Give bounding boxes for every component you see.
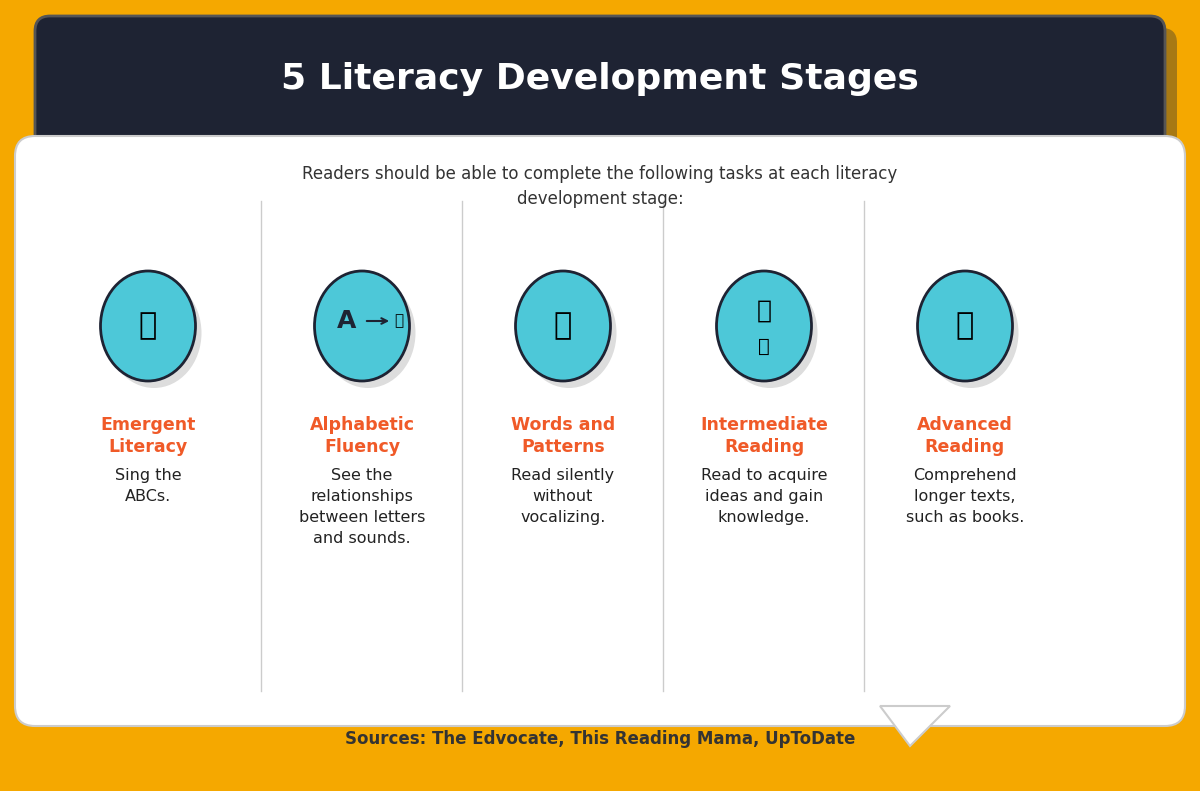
Ellipse shape xyxy=(522,278,617,388)
Text: A: A xyxy=(337,309,356,333)
Ellipse shape xyxy=(101,271,196,381)
Text: Words and
Patterns: Words and Patterns xyxy=(511,416,616,456)
Ellipse shape xyxy=(716,271,811,381)
Text: 📚: 📚 xyxy=(758,336,770,355)
Text: 5 Literacy Development Stages: 5 Literacy Development Stages xyxy=(281,62,919,96)
Ellipse shape xyxy=(107,278,202,388)
Ellipse shape xyxy=(314,271,409,381)
Text: Advanced
Reading: Advanced Reading xyxy=(917,416,1013,456)
Ellipse shape xyxy=(918,271,1013,381)
Ellipse shape xyxy=(320,278,415,388)
FancyBboxPatch shape xyxy=(47,28,1177,168)
Text: 🔊: 🔊 xyxy=(394,313,403,328)
Ellipse shape xyxy=(924,278,1019,388)
FancyBboxPatch shape xyxy=(35,16,1165,156)
FancyBboxPatch shape xyxy=(14,136,1186,726)
Text: 🎤: 🎤 xyxy=(139,312,157,340)
Text: Emergent
Literacy: Emergent Literacy xyxy=(101,416,196,456)
Text: Comprehend
longer texts,
such as books.: Comprehend longer texts, such as books. xyxy=(906,468,1024,525)
Text: 💡: 💡 xyxy=(756,299,772,323)
Text: 📖: 📖 xyxy=(956,312,974,340)
Text: Sources: The Edvocate, This Reading Mama, UpToDate: Sources: The Edvocate, This Reading Mama… xyxy=(344,730,856,748)
Ellipse shape xyxy=(516,271,611,381)
Text: Intermediate
Reading: Intermediate Reading xyxy=(700,416,828,456)
Text: Read to acquire
ideas and gain
knowledge.: Read to acquire ideas and gain knowledge… xyxy=(701,468,827,525)
Text: Alphabetic
Fluency: Alphabetic Fluency xyxy=(310,416,414,456)
Text: Readers should be able to complete the following tasks at each literacy
developm: Readers should be able to complete the f… xyxy=(302,165,898,207)
Text: Read silently
without
vocalizing.: Read silently without vocalizing. xyxy=(511,468,614,525)
Text: 🔇: 🔇 xyxy=(554,312,572,340)
Text: See the
relationships
between letters
and sounds.: See the relationships between letters an… xyxy=(299,468,425,546)
Text: Sing the
ABCs.: Sing the ABCs. xyxy=(115,468,181,504)
Polygon shape xyxy=(880,706,950,746)
Ellipse shape xyxy=(722,278,817,388)
